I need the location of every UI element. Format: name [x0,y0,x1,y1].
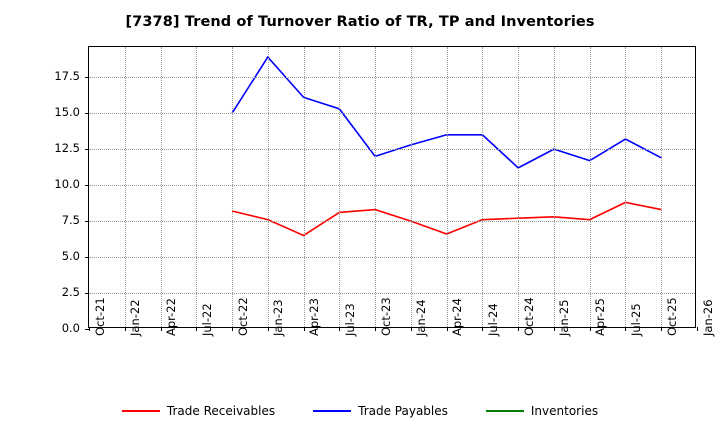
y-tick-label: 10.0 [54,177,80,192]
grid-line-vertical [160,47,162,327]
grid-line-vertical [482,47,484,327]
y-tick-label: 5.0 [61,249,80,264]
grid-line-vertical [446,47,448,327]
x-tick-mark [232,327,234,331]
chart-legend: Trade Receivables Trade Payables Inventori… [0,404,720,418]
x-tick-label: Jan-22 [128,299,143,336]
chart-title: [7378] Trend of Turnover Ratio of TR, TP… [125,14,595,30]
y-tick-mark [85,113,89,115]
x-tick-mark [160,327,162,331]
grid-line-vertical [375,47,377,327]
y-tick-label: 12.5 [54,141,80,156]
legend-swatch [121,410,160,412]
x-tick-mark [89,327,90,331]
grid-line-vertical [339,47,341,327]
legend-swatch [313,410,352,412]
x-tick-label: Oct-21 [92,297,107,336]
x-tick-label: Oct-23 [378,297,393,336]
grid-line-vertical [196,47,198,327]
x-tick-label: Jul-24 [485,303,500,336]
grid-line-horizontal [89,77,695,79]
x-tick-label: Apr-22 [164,298,179,336]
grid-line-horizontal [89,221,695,223]
grid-line-vertical [625,47,627,327]
x-tick-mark [625,327,627,331]
x-tick-mark [124,327,126,331]
x-tick-mark [482,327,484,331]
grid-line-vertical [518,47,520,327]
legend-label: Trade Receivables [166,404,276,418]
x-tick-label: Jan-23 [271,299,286,336]
y-tick-label: 15.0 [54,105,80,120]
x-tick-mark [589,327,591,331]
grid-line-vertical [303,47,305,327]
legend-swatch [485,410,524,412]
x-tick-label: Jul-23 [342,303,357,336]
x-tick-label: Jan-25 [557,299,572,336]
x-tick-mark [697,327,698,331]
x-tick-mark [267,327,269,331]
legend-item[interactable]: Trade Receivables [121,404,276,418]
x-tick-label: Oct-24 [521,297,536,336]
grid-line-vertical [124,47,126,327]
x-tick-mark [410,327,412,331]
x-tick-label: Jan-26 [700,299,715,336]
grid-line-vertical [589,47,591,327]
y-tick-mark [85,221,89,223]
y-tick-label: 0.0 [61,321,80,335]
x-tick-label: Jul-25 [628,303,643,336]
grid-line-horizontal [89,149,695,151]
grid-line-vertical [410,47,412,327]
y-tick-mark [85,329,89,330]
legend-item[interactable]: Inventories [485,404,599,418]
legend-label: Trade Payables [358,404,448,418]
x-tick-label: Oct-22 [235,297,250,336]
legend-label: Inventories [530,404,599,418]
grid-line-vertical [267,47,269,327]
x-tick-mark [303,327,305,331]
grid-line-vertical [553,47,555,327]
x-tick-mark [196,327,198,331]
y-tick-mark [85,149,89,151]
x-tick-mark [339,327,341,331]
y-tick-label: 2.5 [61,285,80,300]
x-tick-label: Jan-24 [414,299,429,336]
y-tick-mark [85,77,89,79]
y-tick-label: 17.5 [54,69,80,84]
x-tick-label: Apr-25 [593,298,608,336]
x-tick-mark [518,327,520,331]
x-tick-label: Apr-24 [450,298,465,336]
y-tick-label: 7.5 [61,213,80,228]
legend-item[interactable]: Trade Payables [313,404,448,418]
grid-line-horizontal [89,185,695,187]
x-tick-mark [375,327,377,331]
grid-line-horizontal [89,293,695,295]
x-tick-mark [661,327,663,331]
y-tick-mark [85,293,89,295]
grid-line-vertical [232,47,234,327]
y-tick-mark [85,257,89,259]
x-tick-label: Apr-23 [307,298,322,336]
series-layer [231,55,662,237]
x-tick-mark [553,327,555,331]
grid-line-horizontal [89,257,695,259]
grid-line-vertical [661,47,663,327]
y-tick-mark [85,185,89,187]
plot-area [85,46,698,331]
x-tick-label: Jul-22 [199,303,214,336]
x-tick-label: Oct-25 [664,297,679,336]
grid-line-horizontal [89,113,695,115]
x-tick-mark [446,327,448,331]
